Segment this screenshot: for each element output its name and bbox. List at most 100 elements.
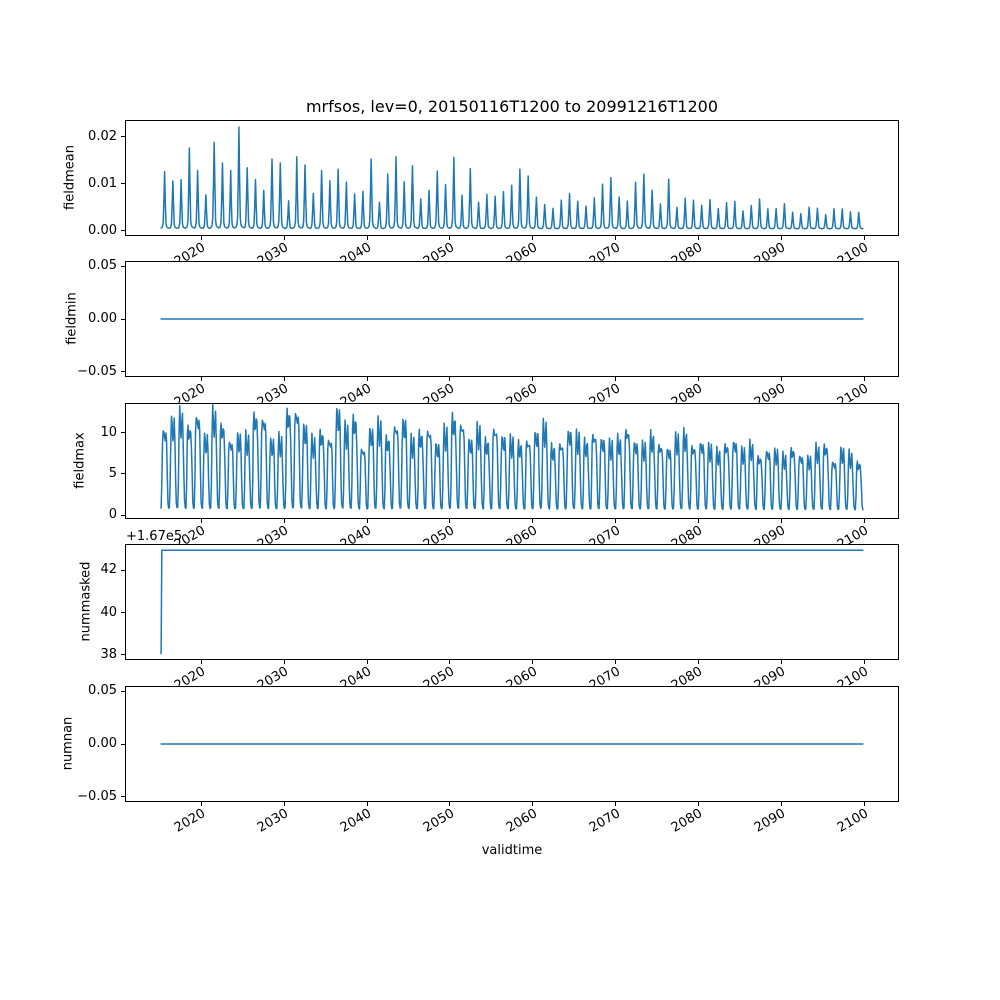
x-tick-mark bbox=[780, 660, 782, 664]
x-tick-mark bbox=[863, 236, 865, 240]
x-tick-mark bbox=[532, 377, 534, 381]
x-tick-mark bbox=[697, 802, 699, 806]
x-tick-mark bbox=[863, 377, 865, 381]
y-offset-text: +1.67e5 bbox=[126, 529, 183, 544]
y-tick-mark bbox=[121, 318, 125, 320]
y-tick-mark bbox=[121, 690, 125, 692]
y-tick-mark bbox=[121, 183, 125, 185]
subplot-fieldmin bbox=[125, 261, 899, 377]
y-tick-label: 0.05 bbox=[88, 258, 117, 274]
x-tick-label: 2030 bbox=[255, 806, 292, 836]
y-tick-label: 0.01 bbox=[88, 175, 117, 191]
y-tick-label: −0.05 bbox=[77, 788, 117, 804]
x-tick-mark bbox=[697, 377, 699, 381]
x-tick-label: 2100 bbox=[834, 806, 872, 836]
y-tick-label: 5 bbox=[108, 465, 117, 481]
x-tick-label: 2040 bbox=[337, 806, 374, 836]
y-tick-label: 0.00 bbox=[88, 222, 117, 238]
subplot-fieldmax bbox=[125, 403, 899, 519]
x-tick-mark bbox=[449, 519, 451, 523]
x-tick-mark bbox=[449, 660, 451, 664]
x-tick-mark bbox=[615, 660, 617, 664]
x-tick-mark bbox=[532, 236, 534, 240]
x-tick-label: 2050 bbox=[420, 806, 457, 836]
x-tick-mark bbox=[532, 660, 534, 664]
y-tick-label: 0.05 bbox=[88, 683, 117, 699]
y-tick-label: 0.00 bbox=[88, 736, 117, 751]
x-tick-mark bbox=[283, 377, 285, 381]
y-tick-mark bbox=[121, 230, 125, 232]
y-tick-label: 0 bbox=[108, 507, 117, 522]
x-tick-label: 2090 bbox=[752, 806, 789, 836]
x-axis-label: validtime bbox=[481, 843, 543, 858]
x-tick-mark bbox=[283, 802, 285, 806]
fieldmean-line bbox=[160, 126, 864, 230]
x-tick-mark bbox=[780, 519, 782, 523]
x-tick-mark bbox=[780, 802, 782, 806]
x-tick-mark bbox=[283, 236, 285, 240]
y-tick-label: 40 bbox=[100, 604, 117, 620]
y-tick-label: 10 bbox=[100, 424, 117, 440]
x-tick-mark bbox=[863, 519, 865, 523]
x-tick-mark bbox=[697, 519, 699, 523]
x-tick-mark bbox=[200, 519, 202, 523]
x-tick-mark bbox=[200, 377, 202, 381]
x-tick-label: 2060 bbox=[503, 806, 540, 836]
x-tick-mark bbox=[615, 802, 617, 806]
y-tick-mark bbox=[121, 612, 125, 613]
y-tick-mark bbox=[121, 654, 125, 656]
x-tick-mark bbox=[615, 519, 617, 523]
x-tick-mark bbox=[697, 236, 699, 240]
x-tick-mark bbox=[200, 236, 202, 240]
y-tick-mark bbox=[121, 136, 125, 138]
y-tick-mark bbox=[121, 514, 125, 516]
y-tick-mark bbox=[121, 743, 125, 745]
x-tick-mark bbox=[366, 802, 368, 806]
x-tick-mark bbox=[366, 236, 368, 240]
x-tick-label: 2070 bbox=[586, 806, 623, 836]
x-tick-mark bbox=[449, 236, 451, 240]
y-tick-label: 42 bbox=[100, 562, 117, 578]
y-tick-label: 0.00 bbox=[88, 311, 117, 326]
y-tick-label: 0.02 bbox=[88, 128, 117, 144]
y-tick-label: −0.05 bbox=[77, 363, 117, 379]
x-tick-mark bbox=[697, 660, 699, 664]
x-tick-mark bbox=[615, 377, 617, 381]
y-tick-mark bbox=[121, 796, 125, 798]
figure-title: mrfsos, lev=0, 20150116T1200 to 20991216… bbox=[305, 97, 719, 116]
x-tick-mark bbox=[449, 802, 451, 806]
x-tick-mark bbox=[615, 236, 617, 240]
y-tick-mark bbox=[121, 473, 125, 475]
x-tick-mark bbox=[863, 802, 865, 806]
x-tick-mark bbox=[366, 519, 368, 523]
x-tick-mark bbox=[283, 519, 285, 523]
subplot-fieldmean bbox=[125, 120, 899, 236]
x-tick-mark bbox=[200, 660, 202, 664]
x-tick-mark bbox=[532, 519, 534, 523]
subplot-nummasked bbox=[125, 544, 899, 660]
x-tick-mark bbox=[532, 802, 534, 806]
x-tick-mark bbox=[780, 236, 782, 240]
y-tick-mark bbox=[121, 265, 125, 267]
y-tick-mark bbox=[121, 569, 125, 571]
y-tick-label: 38 bbox=[100, 646, 117, 662]
x-tick-label: 2080 bbox=[669, 806, 706, 836]
subplot-numnan bbox=[125, 686, 899, 802]
x-tick-label: 2020 bbox=[172, 806, 209, 836]
fieldmax-line bbox=[160, 404, 864, 511]
x-tick-mark bbox=[863, 660, 865, 664]
x-tick-mark bbox=[366, 377, 368, 381]
x-tick-mark bbox=[283, 660, 285, 664]
x-tick-mark bbox=[200, 802, 202, 806]
x-tick-mark bbox=[780, 377, 782, 381]
y-tick-mark bbox=[121, 371, 125, 373]
x-tick-mark bbox=[366, 660, 368, 664]
x-tick-mark bbox=[449, 377, 451, 381]
nummasked-line bbox=[160, 549, 864, 655]
